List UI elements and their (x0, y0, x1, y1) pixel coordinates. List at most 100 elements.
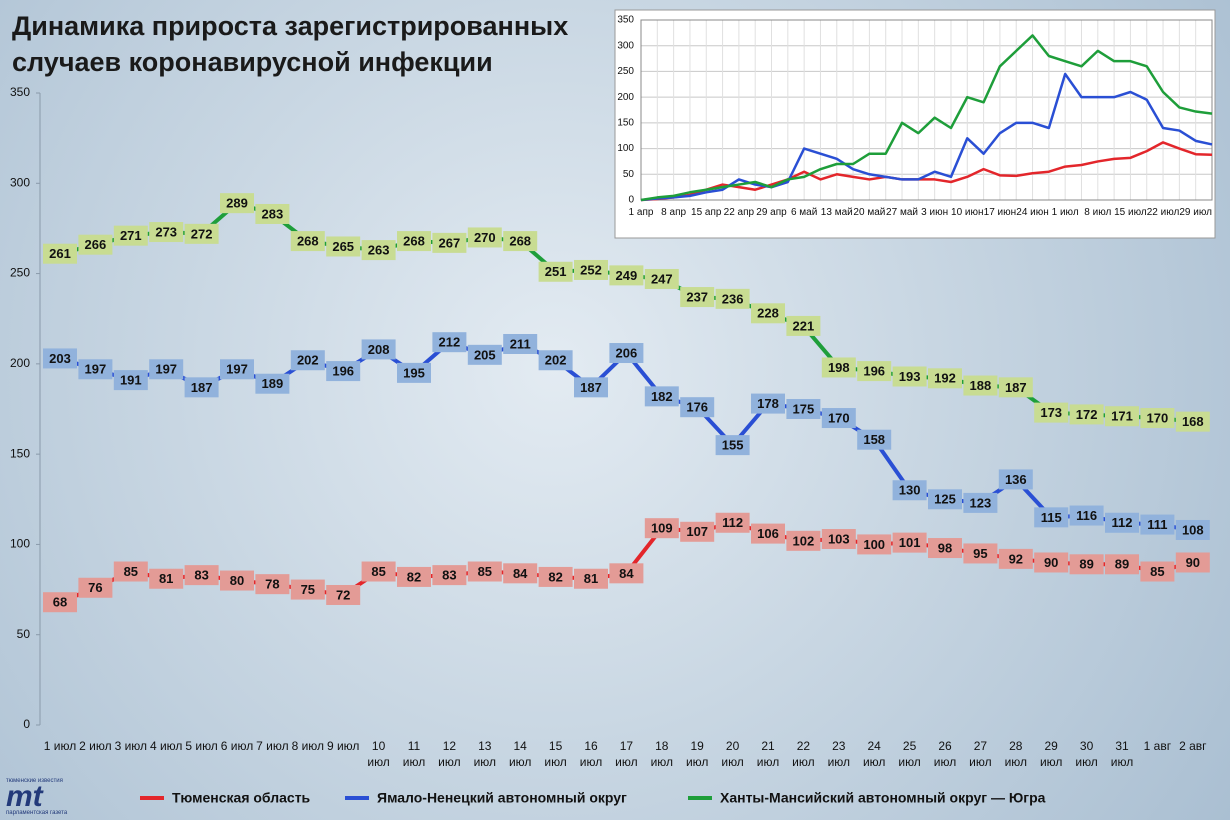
data-label-box (78, 359, 113, 380)
data-label-box (1105, 554, 1139, 575)
data-label: 173 (1040, 405, 1062, 420)
inset-x-tick-label: 1 июл (1051, 207, 1079, 218)
data-label-box (397, 566, 431, 587)
x-tick-label: 12 июл (438, 739, 461, 769)
data-label-box (1140, 514, 1175, 535)
data-label: 187 (1005, 380, 1027, 395)
legend-label: Тюменская область (172, 790, 311, 806)
data-label: 188 (970, 378, 992, 393)
series-line (640, 141, 1213, 202)
logo-bottom: парламентская газета (6, 810, 68, 816)
inset-x-tick-label: 24 июн (1016, 207, 1049, 218)
data-label: 236 (722, 291, 744, 306)
data-label: 197 (226, 362, 248, 377)
data-label-box (574, 568, 608, 589)
data-label: 90 (1186, 555, 1200, 570)
data-label: 178 (757, 396, 779, 411)
data-label-box (43, 243, 77, 264)
data-label-box (644, 386, 679, 407)
inset-x-tick-label: 15 июл (1114, 207, 1147, 218)
data-label: 193 (899, 369, 921, 384)
data-label-box (361, 339, 396, 360)
data-label: 84 (513, 566, 528, 581)
data-label-box (928, 489, 962, 510)
data-label-box (786, 315, 821, 336)
inset-y-tick-label: 200 (617, 92, 634, 103)
x-tick-label: 23 июл (827, 739, 851, 769)
data-label: 205 (474, 347, 496, 362)
data-label-box (397, 362, 431, 383)
x-tick-label: 16 июл (579, 739, 603, 769)
inset-chart: 0 50 100 150 200 250 300 350 (614, 9, 1216, 239)
x-tick-label: 19 июл (685, 739, 709, 769)
inset-x-tick-label: 27 май (886, 207, 918, 218)
data-label-box (290, 231, 325, 252)
data-label-box (998, 377, 1033, 398)
data-label-box (821, 529, 856, 550)
data-label-box (255, 373, 290, 394)
data-label-box (786, 399, 821, 419)
data-label-box (1069, 404, 1104, 425)
data-label: 198 (828, 360, 850, 375)
data-label: 268 (297, 234, 319, 249)
data-label: 103 (828, 531, 850, 546)
data-label: 72 (336, 587, 350, 602)
data-label: 158 (863, 432, 885, 447)
x-tick-label: 17 июл (615, 739, 638, 769)
data-label-box (538, 350, 573, 371)
series-line (640, 72, 1213, 202)
data-label: 272 (191, 226, 213, 241)
data-label: 82 (548, 569, 562, 584)
x-tick-label: 7 июл (256, 739, 289, 753)
data-label: 263 (368, 243, 390, 258)
data-label: 171 (1111, 409, 1133, 424)
data-label: 76 (88, 580, 102, 595)
x-tick-label: 22 июл (792, 739, 815, 769)
x-tick-label: 31 июл (1110, 739, 1134, 769)
inset-y-tick-label: 350 (617, 15, 634, 26)
data-label-box (1034, 507, 1069, 528)
data-label-box (78, 234, 113, 255)
data-label: 267 (439, 235, 461, 250)
data-label-box (1140, 561, 1175, 582)
data-label: 83 (194, 568, 208, 583)
inset-y-tick-label: 300 (617, 40, 634, 51)
inset-y-tick-label: 250 (617, 66, 634, 77)
data-label: 125 (934, 492, 956, 507)
inset-x-tick-label: 1 апр (628, 207, 654, 218)
data-label: 266 (85, 237, 107, 252)
data-label-box (467, 227, 502, 248)
data-label-box (751, 303, 785, 324)
y-tick-label: 350 (10, 85, 30, 99)
data-label: 195 (403, 365, 425, 380)
data-label-box (503, 563, 538, 584)
data-label: 100 (863, 537, 885, 552)
data-label: 212 (439, 335, 461, 350)
data-label: 112 (1112, 515, 1133, 530)
data-label: 170 (1147, 410, 1169, 425)
data-label: 168 (1182, 414, 1204, 429)
data-label-box (751, 523, 785, 544)
inset-y-tick-label: 150 (617, 117, 634, 128)
data-label-box (149, 359, 184, 380)
data-label-box (1105, 406, 1139, 427)
data-label: 123 (970, 495, 992, 510)
data-label-box (892, 532, 927, 553)
data-label-box (467, 561, 502, 582)
data-label-box (149, 568, 184, 589)
data-label: 85 (1150, 564, 1164, 579)
data-label-box (326, 236, 361, 257)
data-label-box (998, 469, 1033, 490)
data-label-box (43, 592, 77, 613)
data-label: 112 (722, 515, 743, 530)
data-label-box (78, 577, 113, 598)
data-label-box (928, 538, 962, 559)
data-label-box (538, 261, 573, 282)
x-tick-label: 5 июл (185, 739, 218, 753)
data-label: 80 (230, 573, 244, 588)
data-label-box (184, 377, 219, 398)
data-label: 270 (474, 230, 496, 245)
data-label: 271 (120, 228, 142, 243)
data-label-box (1069, 505, 1104, 526)
